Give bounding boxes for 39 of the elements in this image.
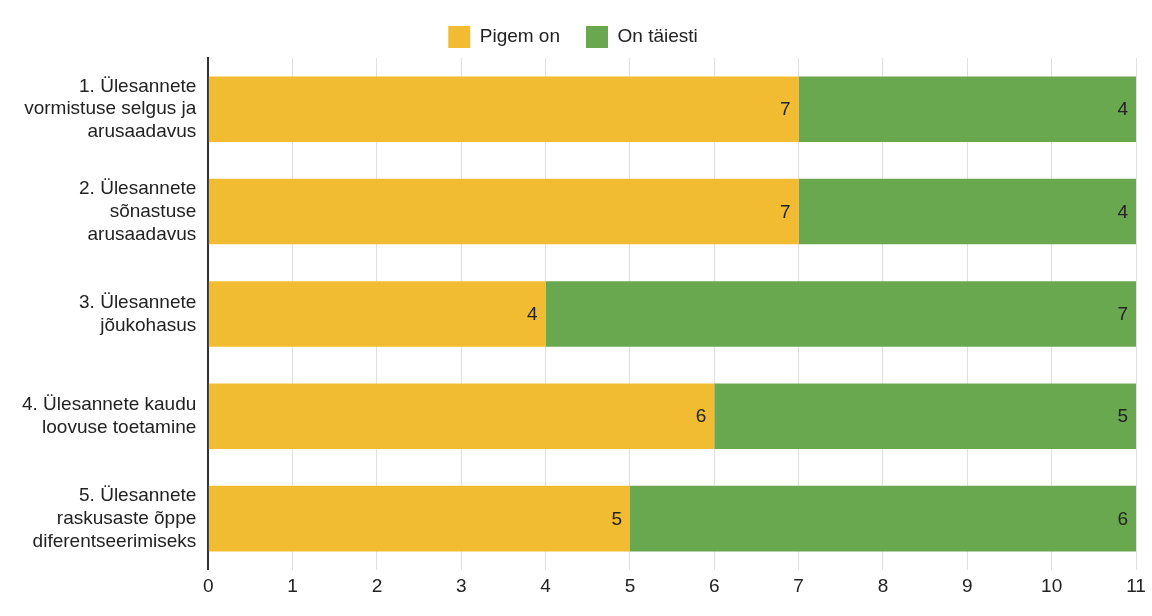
bar [208,485,630,552]
x-tick-label: 9 [962,575,973,597]
x-tick-label: 3 [456,575,467,597]
data-label: 4 [1117,98,1129,120]
data-label: 4 [527,303,539,325]
x-tick-label: 4 [540,575,552,597]
data-label: 6 [695,405,707,427]
bar [208,178,799,245]
x-tick-label: 8 [877,575,889,597]
y-tick-label: 4. Ülesannete kaudu loovuse toetamine [22,393,197,437]
data-label: 5 [1117,405,1128,427]
x-tick-label: 6 [709,575,720,597]
bar [798,178,1136,245]
x-tick-label: 5 [624,575,636,597]
data-label: 5 [611,507,622,529]
bar [208,76,799,142]
legend-label: On täiesti [617,25,698,47]
x-tick-label: 11 [1126,575,1146,597]
data-label: 6 [1117,507,1128,529]
data-label: 4 [1117,200,1129,222]
data-label: 7 [780,98,791,120]
y-tick-label: 5. Ülesannete raskusaste õppe diferentseerimiseks [32,484,197,551]
legend-label: Pigem on [479,25,561,47]
x-tick-label: 0 [203,575,214,597]
x-tick-label: 7 [793,575,804,597]
x-tick-label: 1 [287,575,298,597]
y-tick-label: 3. Ülesannete jõukohasus [79,290,197,335]
data-label: 7 [1117,303,1128,325]
bar [208,281,546,347]
bar [714,383,1136,450]
x-tick-label: 10 [1041,575,1063,597]
bar [798,76,1136,142]
data-label: 7 [780,200,791,222]
bar [208,383,715,450]
bar [545,281,1136,347]
bar [629,485,1136,552]
x-tick-label: 2 [371,575,383,597]
y-tick-label: 1. Ülesannete vormistuse selgus ja arusaadavus [24,74,197,142]
y-tick-label: 2. Ülesannete sõnastuse arusaadavus [79,176,197,244]
